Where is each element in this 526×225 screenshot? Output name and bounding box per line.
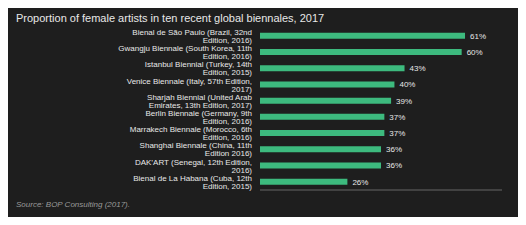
svg-text:40%: 40% [399,80,415,89]
svg-text:Berlin Biennale (Germany, 9thE: Berlin Biennale (Germany, 9thEdition, 20… [145,109,252,126]
svg-text:Bienal de La Habana (Cuba, 12t: Bienal de La Habana (Cuba, 12thEdition, … [133,174,252,191]
svg-text:61%: 61% [470,32,486,41]
svg-text:Sharjah Biennial (United ArabE: Sharjah Biennial (United ArabEmirates, 1… [147,93,253,110]
svg-text:36%: 36% [386,145,402,154]
svg-text:Bienal de São Paulo (Brazil, 3: Bienal de São Paulo (Brazil, 32ndEdition… [132,28,252,45]
html-text:Source: BOP Consulting (2017).: Source: BOP Consulting (2017). [16,200,130,209]
svg-text:39%: 39% [396,97,412,106]
html-text:Proportion of female artists i: Proportion of female artists in ten rece… [16,12,325,24]
svg-text:36%: 36% [386,161,402,170]
svg-text:Istanbul Biennial (Turkey, 14t: Istanbul Biennial (Turkey, 14thEdition, … [145,60,253,77]
svg-text:DAK’ART (Senegal, 12th Edition: DAK’ART (Senegal, 12th Edition,2016) [135,158,252,175]
svg-text:43%: 43% [410,64,426,73]
svg-text:Venice Biennale (Italy, 57th E: Venice Biennale (Italy, 57th Edition,201… [127,77,253,94]
svg-text:Shanghai Biennale (China, 11th: Shanghai Biennale (China, 11thEdition 20… [140,141,253,158]
svg-text:Marrakech Biennale (Morocco, 6: Marrakech Biennale (Morocco, 6thEdition,… [130,125,253,142]
svg-text:26%: 26% [352,178,368,187]
svg-text:60%: 60% [467,48,483,57]
svg-text:37%: 37% [389,129,405,138]
svg-text:Gwangju Biennale (South Korea,: Gwangju Biennale (South Korea, 11thEditi… [118,44,252,61]
svg-text:37%: 37% [389,113,405,122]
